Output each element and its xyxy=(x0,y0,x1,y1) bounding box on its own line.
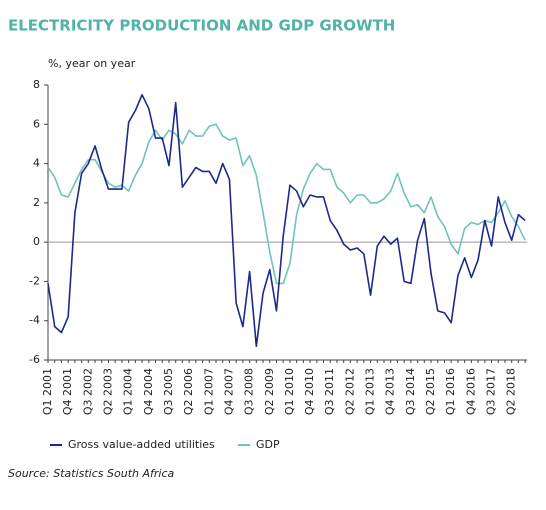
x-tick-label: Q4 2004 xyxy=(142,368,155,415)
x-tick-label: Q1 2007 xyxy=(202,368,215,415)
x-tick-label: Q2 2003 xyxy=(101,368,114,415)
series-line xyxy=(47,123,526,285)
x-tick-label: Q2 2015 xyxy=(424,368,437,415)
y-tick-label: 4 xyxy=(33,157,40,170)
x-tick-label: Q4 2001 xyxy=(61,368,74,415)
legend-label: Gross value-added utilities xyxy=(68,438,215,451)
y-tick-label: 8 xyxy=(33,78,40,91)
x-tick-label: Q3 2017 xyxy=(485,368,498,415)
x-tick-label: Q4 2016 xyxy=(464,368,477,415)
x-tick-label: Q1 2016 xyxy=(444,368,457,415)
y-tick-label: -2 xyxy=(29,274,40,287)
x-tick-label: Q4 2013 xyxy=(384,368,397,415)
x-tick-label: Q3 2011 xyxy=(323,368,336,415)
x-tick-label: Q3 2005 xyxy=(162,368,175,415)
x-tick-label: Q1 2001 xyxy=(41,368,54,415)
series-line xyxy=(47,94,526,348)
x-tick-label: Q1 2010 xyxy=(283,368,296,415)
x-tick-label: Q4 2010 xyxy=(303,368,316,415)
x-tick-label: Q2 2006 xyxy=(182,368,195,415)
y-tick-label: 6 xyxy=(33,117,40,130)
x-tick-label: Q3 2008 xyxy=(243,368,256,415)
legend-label: GDP xyxy=(256,438,280,451)
x-tick-label: Q1 2004 xyxy=(122,368,135,415)
chart-title: ELECTRICITY PRODUCTION AND GDP GROWTH xyxy=(8,17,395,35)
x-tick-label: Q2 2012 xyxy=(343,368,356,415)
x-tick-label: Q3 2002 xyxy=(81,368,94,415)
y-axis-label: %, year on year xyxy=(48,57,136,70)
y-tick-label: 0 xyxy=(33,235,40,248)
y-tick-label: -4 xyxy=(29,314,40,327)
source: Source: Statistics South Africa xyxy=(8,467,174,480)
x-tick-label: Q1 2013 xyxy=(364,368,377,415)
x-tick-label: Q4 2007 xyxy=(222,368,235,415)
x-tick-label: Q3 2014 xyxy=(404,368,417,415)
y-tick-label: 2 xyxy=(33,196,40,209)
x-tick-label: Q2 2018 xyxy=(505,368,518,415)
y-tick-label: -6 xyxy=(29,353,40,366)
x-tick-label: Q2 2009 xyxy=(263,368,276,415)
